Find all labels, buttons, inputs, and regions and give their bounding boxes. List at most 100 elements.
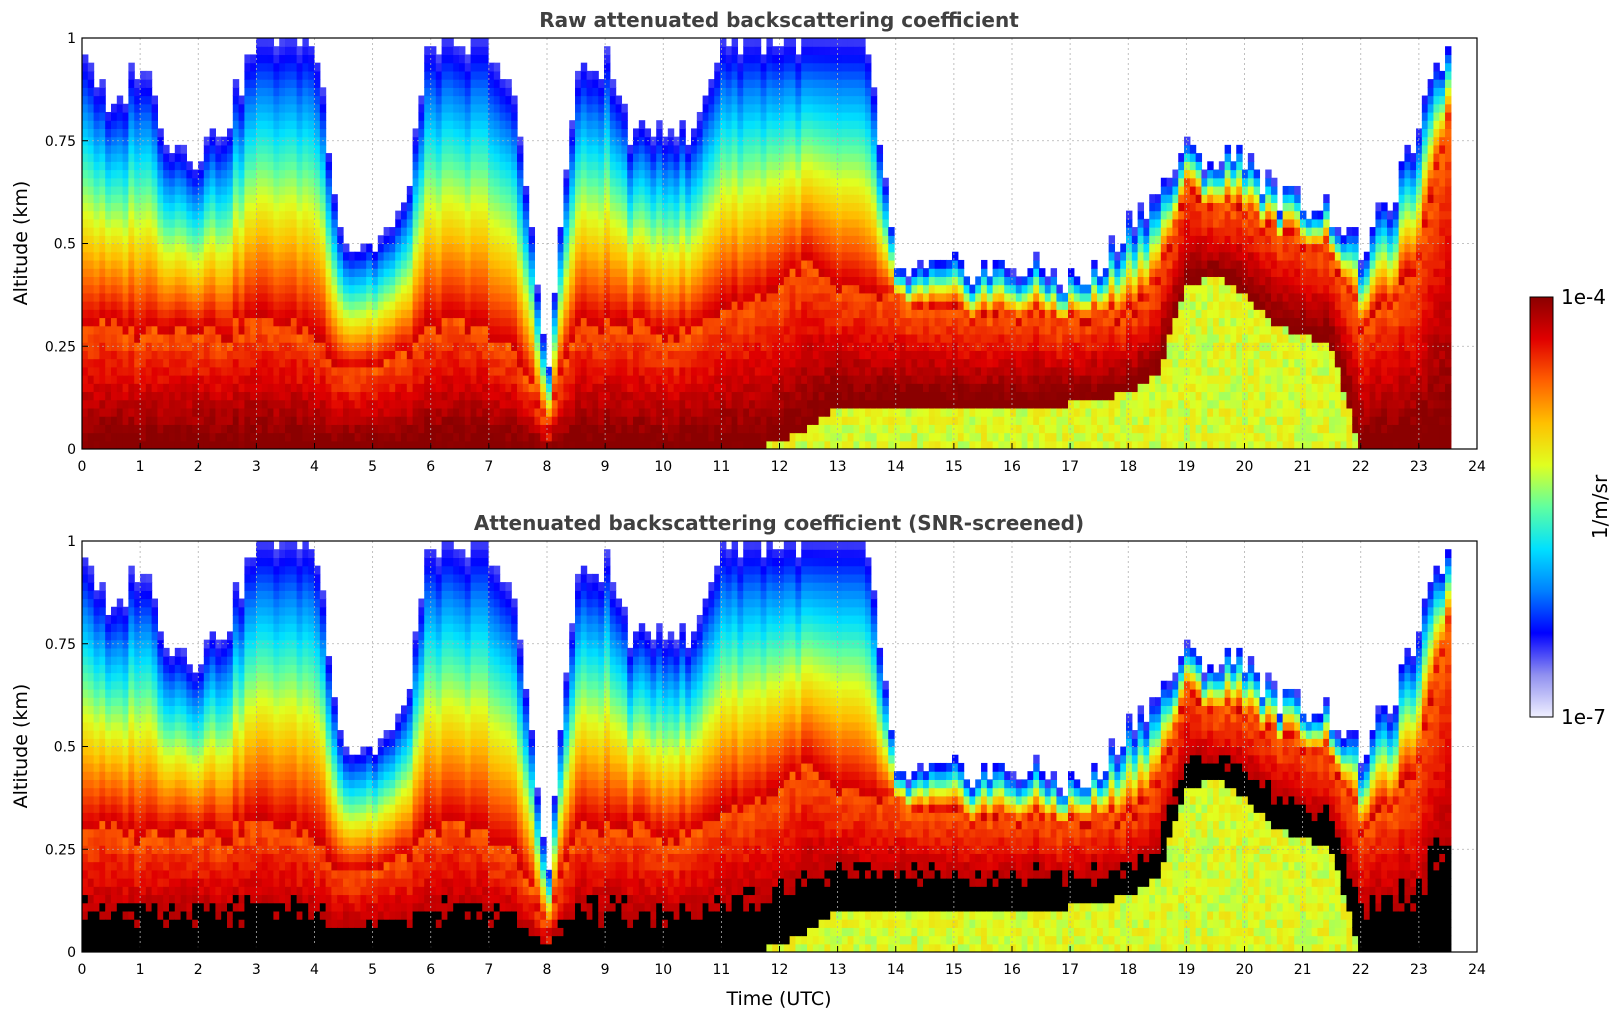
heatmap-cell [238, 128, 246, 138]
heatmap-cell [511, 424, 518, 434]
heatmap-cell [482, 54, 489, 64]
heatmap-cell [662, 407, 669, 417]
heatmap-cell [447, 95, 454, 105]
heatmap-cell [453, 210, 460, 220]
heatmap-cell [476, 120, 483, 130]
heatmap-cell [511, 136, 518, 146]
heatmap-cell [128, 350, 135, 360]
heatmap-cell [244, 268, 251, 277]
heatmap-cell [580, 128, 588, 138]
heatmap-cell [256, 87, 263, 97]
heatmap-cell [540, 416, 547, 425]
heatmap-cell [691, 391, 698, 401]
heatmap-cell [580, 440, 588, 449]
heatmap-cell [406, 399, 414, 409]
heatmap-cell [772, 350, 779, 360]
heatmap-cell [308, 284, 315, 294]
heatmap-cell [638, 432, 646, 442]
heatmap-cell [105, 309, 112, 319]
heatmap-cell [279, 424, 286, 434]
heatmap-cell [331, 416, 338, 425]
heatmap-cell [140, 194, 147, 203]
heatmap-cell [412, 185, 420, 195]
heatmap-cell [638, 169, 646, 179]
heatmap-cell [783, 350, 791, 360]
heatmap-cell [180, 169, 187, 179]
heatmap-cell [296, 103, 304, 113]
heatmap-cell [766, 120, 773, 130]
heatmap-cell [604, 399, 611, 409]
heatmap-cell [116, 432, 124, 442]
heatmap-cell [261, 317, 269, 327]
heatmap-cell [749, 259, 756, 269]
heatmap-cell [766, 136, 773, 146]
heatmap-cell [302, 95, 309, 105]
heatmap-cell [783, 185, 791, 195]
heatmap-cell [435, 358, 443, 368]
heatmap-cell [627, 218, 634, 228]
heatmap-cell [389, 416, 396, 425]
heatmap-cell [737, 144, 744, 154]
heatmap-cell [232, 268, 240, 277]
heatmap-cell [290, 391, 298, 401]
heatmap-cell [575, 144, 582, 154]
heatmap-cell [87, 243, 95, 253]
heatmap-cell [459, 399, 466, 409]
heatmap-cell [656, 399, 663, 409]
heatmap-cell [395, 268, 402, 277]
heatmap-cell [140, 243, 147, 253]
heatmap-cell [221, 301, 228, 310]
heatmap-cell [250, 177, 257, 187]
heatmap-cell [180, 432, 187, 442]
heatmap-cell [598, 399, 605, 409]
heatmap-cell [238, 259, 246, 269]
heatmap-cell [105, 144, 112, 154]
heatmap-cell [256, 46, 263, 56]
heatmap-cell [499, 218, 507, 228]
heatmap-cell [737, 407, 744, 417]
heatmap-cell [232, 317, 240, 327]
heatmap-cell [499, 185, 507, 195]
heatmap-cell [476, 268, 483, 277]
heatmap-cell [128, 103, 135, 113]
heatmap-cell [464, 375, 472, 384]
heatmap-cell [783, 416, 791, 425]
heatmap-cell [505, 235, 512, 245]
heatmap-cell [151, 268, 158, 277]
heatmap-cell [673, 144, 681, 154]
heatmap-cell [267, 128, 275, 138]
heatmap-cell [198, 169, 205, 179]
heatmap-cell [511, 111, 518, 121]
heatmap-cell [604, 243, 611, 253]
heatmap-cell [476, 407, 483, 417]
heatmap-cell [290, 227, 298, 236]
heatmap-cell [609, 185, 617, 195]
heatmap-cell [499, 383, 507, 393]
heatmap-cell [505, 120, 512, 130]
heatmap-cell [372, 358, 379, 368]
heatmap-cell [169, 440, 176, 449]
heatmap-cell [627, 144, 634, 154]
heatmap-cell [772, 194, 779, 203]
heatmap-cell [244, 169, 251, 179]
heatmap-cell [256, 38, 263, 47]
heatmap-cell [459, 120, 466, 130]
heatmap-cell [285, 70, 292, 80]
heatmap-cell [343, 391, 350, 401]
heatmap-cell [685, 416, 692, 425]
heatmap-cell [82, 95, 89, 105]
heatmap-cell [302, 440, 309, 449]
heatmap-cell [157, 161, 164, 171]
heatmap-cell [279, 325, 286, 335]
heatmap-cell [667, 333, 675, 343]
heatmap-cell [447, 416, 454, 425]
heatmap-cell [238, 227, 246, 236]
heatmap-cell [749, 218, 756, 228]
heatmap-cell [290, 325, 298, 335]
heatmap-cell [314, 366, 321, 376]
heatmap-cell [488, 333, 495, 343]
heatmap-cell [772, 227, 779, 236]
heatmap-cell [302, 153, 309, 162]
heatmap-cell [360, 383, 367, 393]
heatmap-cell [441, 399, 449, 409]
